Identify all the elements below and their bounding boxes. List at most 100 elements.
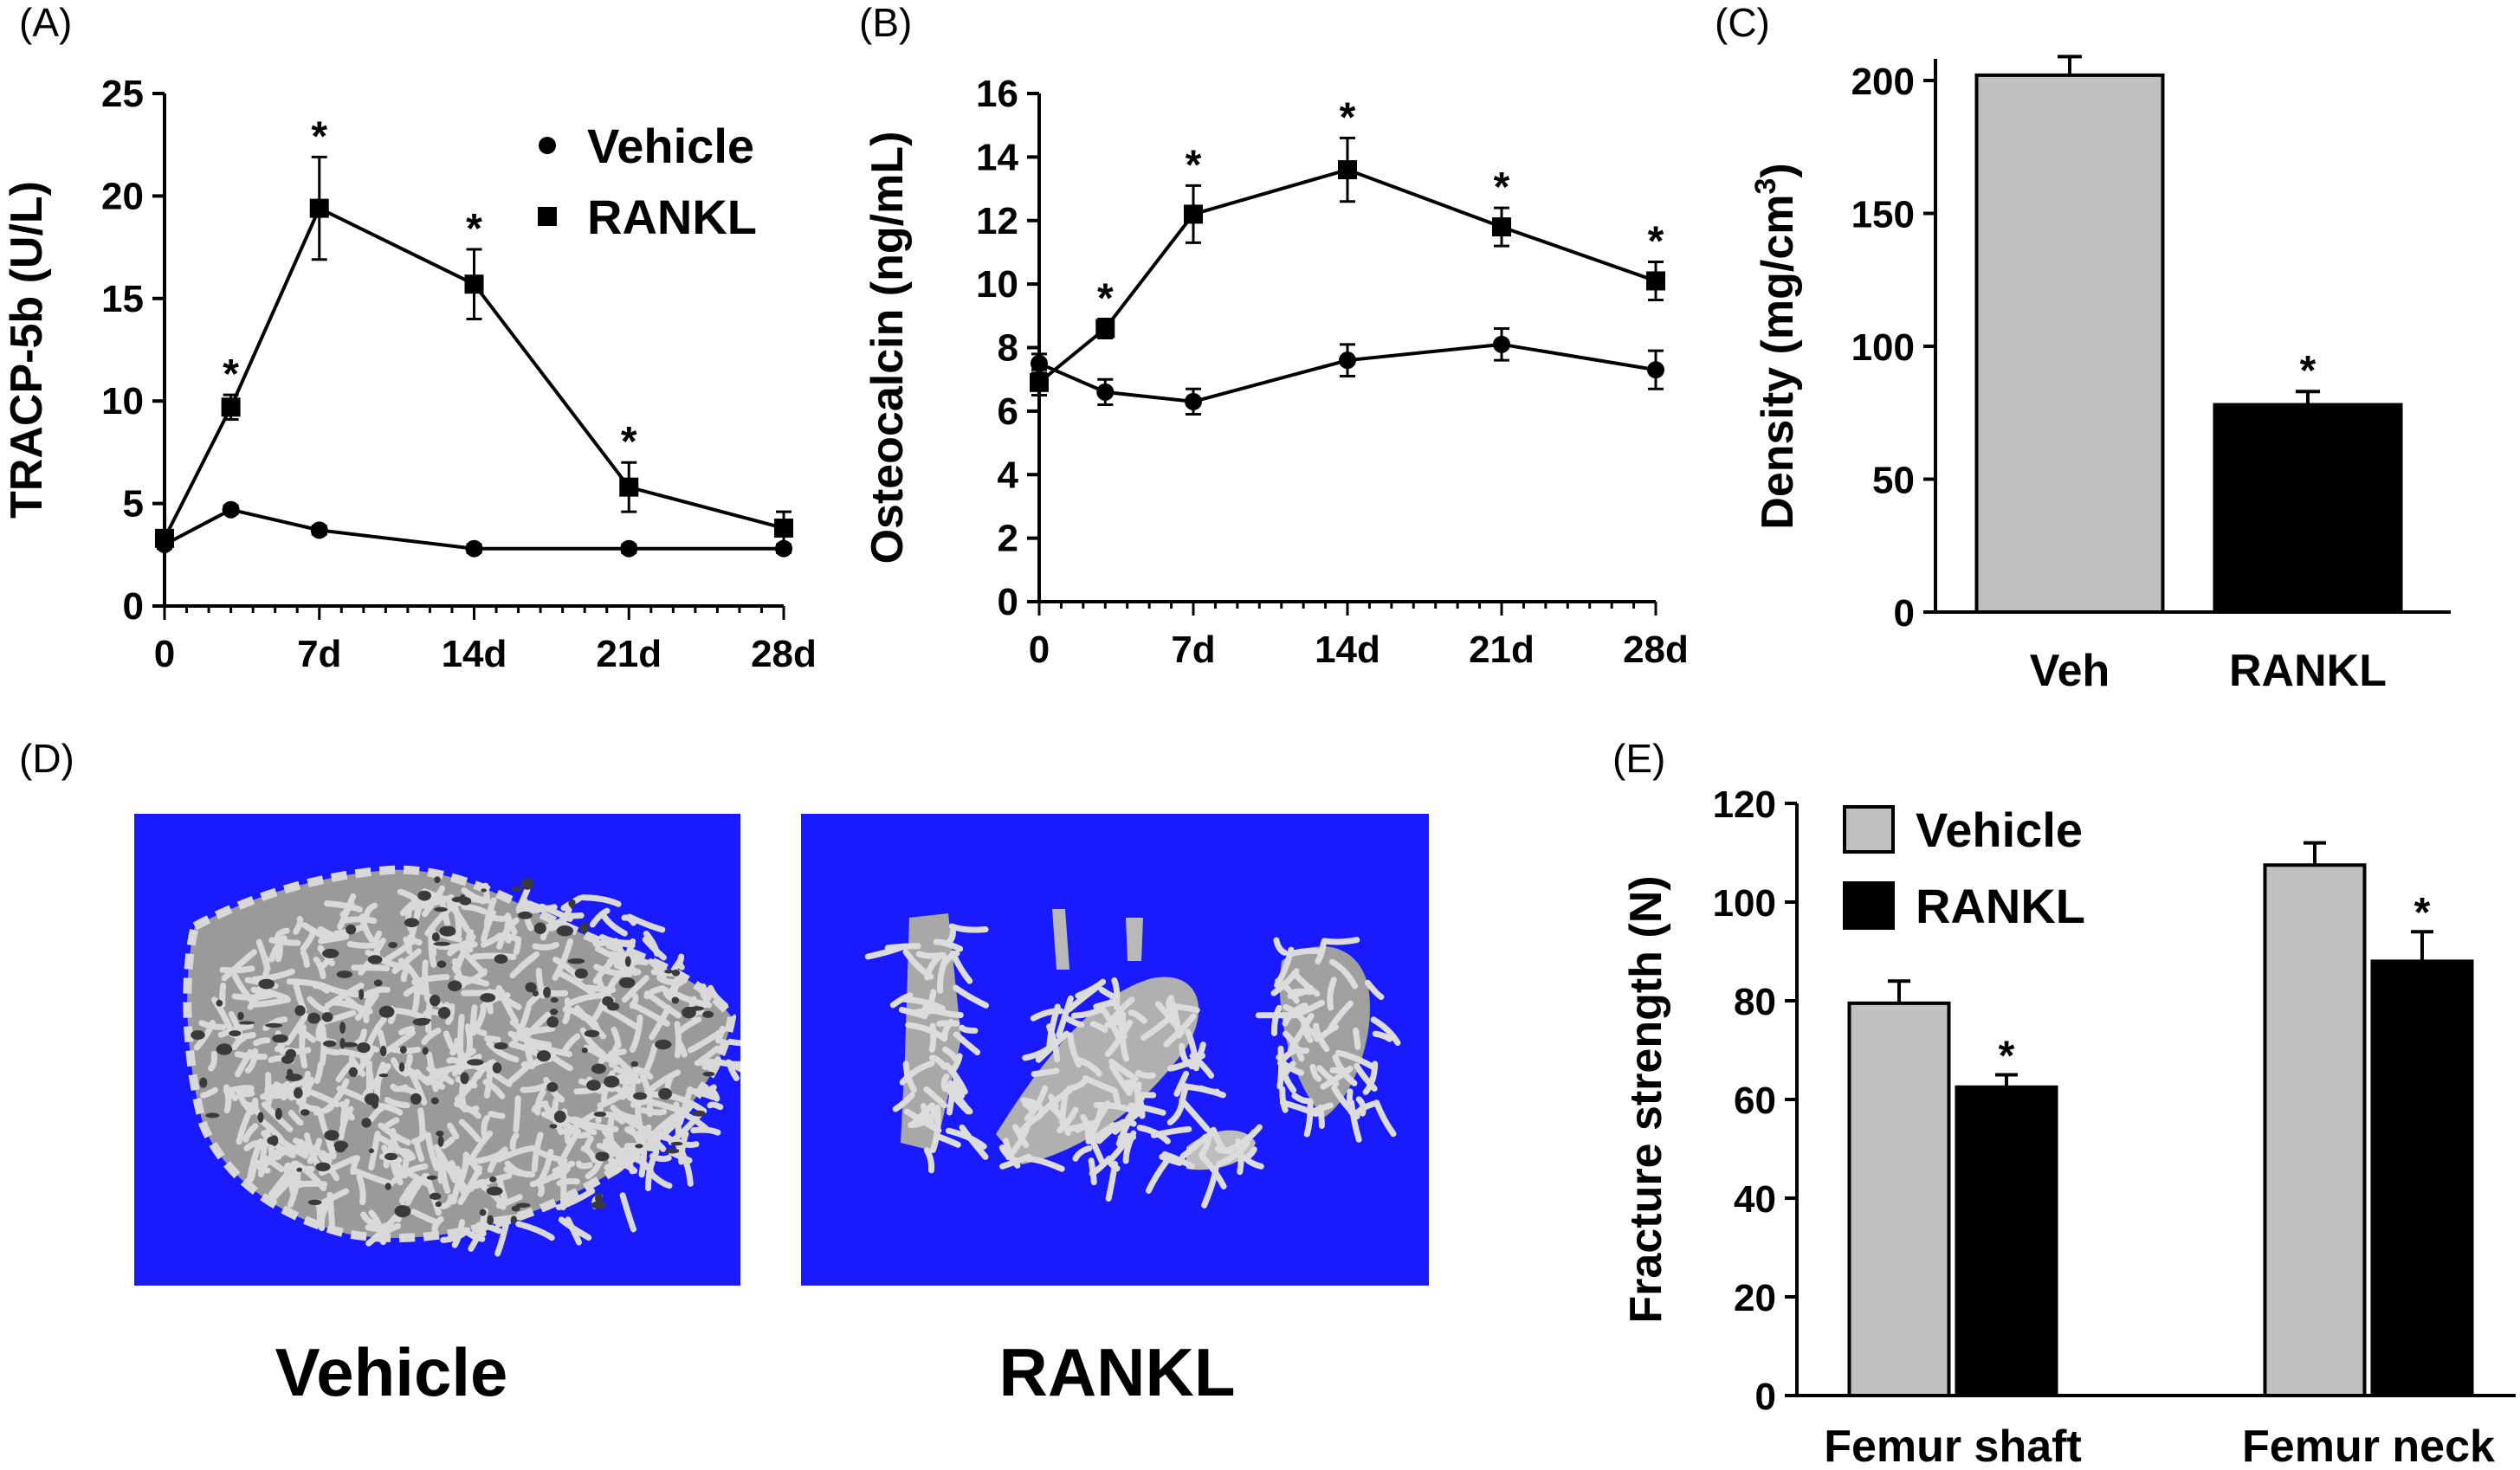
trabecula xyxy=(1270,1004,1283,1036)
trabecula xyxy=(1085,1100,1111,1138)
trabecula xyxy=(1134,1069,1156,1080)
y-tick-label: 10 xyxy=(101,380,144,422)
pore xyxy=(368,1148,374,1154)
trabecula xyxy=(959,1124,989,1160)
trabecula xyxy=(629,1069,640,1096)
pore xyxy=(237,1011,244,1021)
trabecula xyxy=(1075,1056,1102,1077)
pore xyxy=(394,1205,411,1218)
pore xyxy=(436,960,447,969)
pore xyxy=(216,999,223,1007)
data-point xyxy=(1647,361,1664,379)
trabecula xyxy=(942,1046,959,1062)
trabecula xyxy=(440,1136,456,1150)
trabecula xyxy=(1291,1093,1310,1105)
trabecula xyxy=(561,1033,581,1054)
trabecula xyxy=(1201,1164,1219,1209)
legend-swatch xyxy=(1843,881,1895,930)
trabecula xyxy=(299,1070,311,1115)
trabecula xyxy=(397,888,417,901)
trabecula xyxy=(656,1130,672,1142)
x-tick-label: 7d xyxy=(297,633,341,675)
data-point xyxy=(465,539,483,558)
y-tick-label: 20 xyxy=(1734,1277,1776,1319)
micro-ct-vehicle xyxy=(134,814,740,1286)
pore xyxy=(367,955,383,964)
pore xyxy=(584,1029,600,1038)
trabecula xyxy=(410,976,421,1017)
trabecula xyxy=(324,900,363,913)
trabecula xyxy=(461,887,488,904)
significance-star: * xyxy=(2300,348,2316,394)
trabecula xyxy=(1031,1067,1060,1078)
trabecula xyxy=(372,930,383,948)
data-point xyxy=(1031,354,1048,372)
pore xyxy=(665,1148,680,1154)
trabecula xyxy=(424,904,455,937)
trabecula xyxy=(468,1215,488,1252)
trabecula xyxy=(319,1155,359,1177)
pore xyxy=(670,1141,683,1146)
trabecula xyxy=(1287,1013,1315,1054)
trabecula xyxy=(531,1132,544,1172)
trabecula xyxy=(228,1010,243,1035)
pore xyxy=(459,894,467,905)
legend-marker xyxy=(538,207,557,226)
trabecula xyxy=(300,949,310,968)
pore xyxy=(410,1093,422,1105)
data-point xyxy=(310,521,328,539)
pore xyxy=(322,948,339,958)
trabecula xyxy=(1279,1086,1289,1113)
trabecula xyxy=(529,1168,564,1188)
trabecula xyxy=(504,912,518,936)
pore xyxy=(595,1151,610,1162)
trabecula xyxy=(1320,1066,1354,1090)
pore xyxy=(543,986,552,998)
legend-marker xyxy=(539,137,556,154)
trabecula xyxy=(454,1100,481,1119)
trabecula xyxy=(317,925,338,939)
trabecula xyxy=(1321,937,1360,945)
trabecula xyxy=(1189,1053,1215,1079)
pore xyxy=(702,1071,715,1077)
trabecula xyxy=(1276,1045,1285,1090)
trabecula xyxy=(1199,1128,1213,1158)
trabecula xyxy=(649,1171,673,1190)
panel-label-e: (E) xyxy=(1612,736,1665,781)
significance-star: * xyxy=(1999,1034,2015,1080)
trabecula xyxy=(440,1227,471,1243)
trabecula xyxy=(1150,1125,1192,1138)
trabecula xyxy=(1331,1085,1360,1119)
trabecula xyxy=(953,984,989,1009)
significance-star: * xyxy=(1340,94,1356,140)
trabecula xyxy=(356,1173,366,1206)
trabecula xyxy=(457,1165,483,1205)
y-tick-label: 0 xyxy=(1894,592,1915,635)
trabecula xyxy=(672,990,713,1009)
trabecula xyxy=(1070,1005,1106,1019)
trabecula xyxy=(549,906,572,932)
trabecula xyxy=(1124,1079,1134,1097)
pore xyxy=(604,1075,620,1088)
trabecula xyxy=(422,959,431,1003)
trabecula xyxy=(458,1119,481,1143)
trabecula xyxy=(604,1111,625,1125)
y-tick-label: 0 xyxy=(1755,1376,1776,1418)
pore xyxy=(307,1012,320,1024)
y-axis-label: TRACP-5b (U/L) xyxy=(2,181,52,519)
trabecula xyxy=(446,900,470,933)
bar-rankl xyxy=(2213,403,2403,615)
y-tick-label: 16 xyxy=(976,73,1018,115)
trabecula xyxy=(270,1173,298,1202)
pore xyxy=(658,1087,672,1100)
trabecula xyxy=(1179,1133,1209,1160)
series-vehicle xyxy=(1031,326,1664,416)
trabecula xyxy=(1108,1138,1130,1162)
y-axis-label: Osteocalcin (ng/mL) xyxy=(863,132,913,564)
series-line-rankl xyxy=(1037,167,1657,384)
trabecula xyxy=(361,986,391,998)
trabecula xyxy=(400,1054,413,1073)
pore xyxy=(430,994,441,1007)
trabecula xyxy=(1301,1017,1314,1043)
trabecula xyxy=(511,1025,556,1041)
